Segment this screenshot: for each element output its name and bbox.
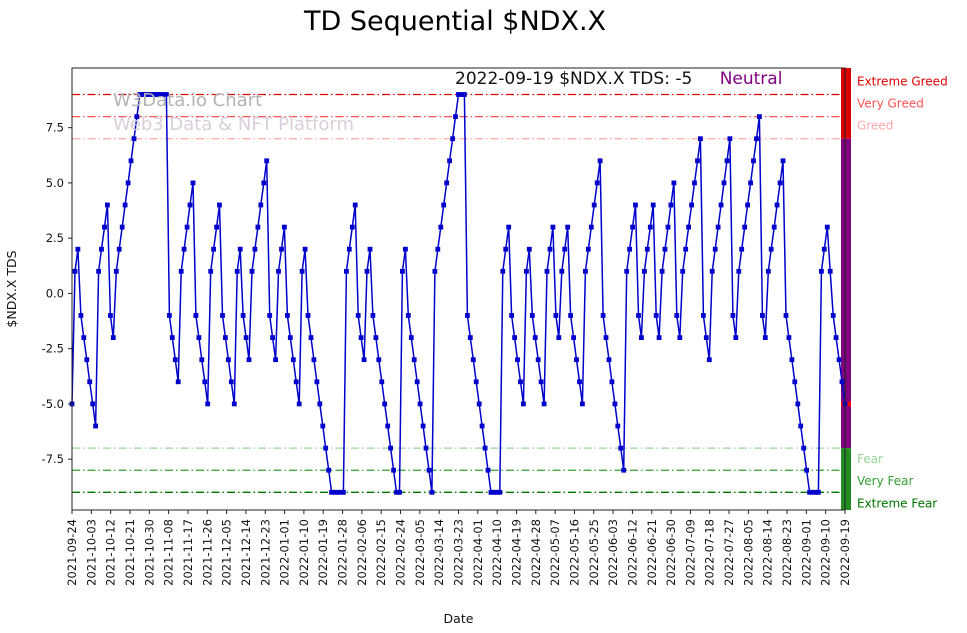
x-tick-label: 2022-07-27 <box>722 519 736 586</box>
x-tick-label: 2021-09-24 <box>65 519 79 586</box>
y-tick-label: -7.5 <box>42 452 64 466</box>
x-tick-label: 2022-06-30 <box>664 519 678 586</box>
sentiment-colorbar <box>841 68 851 510</box>
reference-line-label: Fear <box>857 452 883 466</box>
x-tick-label: 2022-04-10 <box>490 519 504 586</box>
x-tick-label: 2021-12-05 <box>220 519 234 586</box>
y-tick-label: 0.0 <box>46 286 64 300</box>
y-tick-label: -2.5 <box>42 342 64 356</box>
y-axis: -7.5 -5.0 -2.5 0.0 2.5 5.0 7.5 $NDX.X TDS <box>4 121 72 466</box>
x-tick-label: 2022-09-01 <box>799 519 813 586</box>
x-tick-label: 2021-10-21 <box>123 519 137 586</box>
y-tick-label: 2.5 <box>46 231 64 245</box>
x-tick-label: 2022-08-14 <box>761 519 775 586</box>
reference-line-label: Greed <box>857 119 893 133</box>
x-tick-label: 2022-07-09 <box>683 519 697 586</box>
reference-line-label: Extreme Greed <box>857 75 948 89</box>
reference-line-label: Extreme Fear <box>857 496 937 510</box>
chart-title: TD Sequential $NDX.X <box>303 6 607 37</box>
x-tick-label: 2021-10-12 <box>104 519 118 586</box>
x-tick-label: 2022-09-10 <box>819 519 833 586</box>
y-tick-label: 7.5 <box>46 121 64 135</box>
x-tick-label: 2021-12-14 <box>239 519 253 586</box>
x-tick-label: 2022-05-16 <box>567 519 581 586</box>
x-tick-label: 2022-05-25 <box>587 519 601 586</box>
x-tick-label: 2021-12-23 <box>258 519 272 586</box>
x-tick-label: 2022-04-19 <box>509 519 523 586</box>
x-tick-label: 2022-01-28 <box>336 519 350 586</box>
x-tick-label: 2022-06-03 <box>606 519 620 586</box>
x-tick-label: 2022-03-23 <box>452 519 466 586</box>
tds-series <box>69 92 848 495</box>
annotation-text: 2022-09-19 $NDX.X TDS: -5 <box>455 69 693 89</box>
x-tick-label: 2022-02-15 <box>374 519 388 586</box>
reference-lines: Extreme Greed Very Greed Greed Fear Very Fea… <box>72 75 948 510</box>
x-axis: 2021-09-24 2021-10-03 2021-10-12 2021-10-21… <box>65 510 852 626</box>
y-tick-label: 5.0 <box>46 176 64 190</box>
x-tick-label: 2022-03-14 <box>432 519 446 586</box>
sentiment-status: Neutral <box>719 69 783 89</box>
x-tick-label: 2022-04-28 <box>529 519 543 586</box>
x-tick-label: 2022-06-12 <box>625 519 639 586</box>
watermark-line2: Web3 Data & NFT Platform <box>113 114 355 135</box>
x-tick-label: 2022-04-01 <box>471 519 485 586</box>
x-tick-label: 2021-11-17 <box>181 519 195 586</box>
x-tick-label: 2022-02-06 <box>355 519 369 586</box>
x-tick-label: 2021-11-26 <box>200 519 214 586</box>
x-axis-label: Date <box>444 611 474 626</box>
x-tick-label: 2022-01-19 <box>316 519 330 586</box>
x-tick-label: 2022-01-01 <box>278 519 292 586</box>
y-tick-label: -5.0 <box>42 397 64 411</box>
x-tick-label: 2022-07-18 <box>703 519 717 586</box>
x-tick-label: 2022-05-07 <box>548 519 562 586</box>
x-tick-label: 2021-11-08 <box>162 519 176 586</box>
x-tick-label: 2022-09-19 <box>838 519 852 586</box>
x-tick-label: 2022-08-23 <box>780 519 794 586</box>
reference-line-label: Very Greed <box>857 97 924 111</box>
x-tick-label: 2022-08-05 <box>741 519 755 586</box>
watermark-line1: W3Data.io Chart <box>113 90 263 111</box>
x-tick-label: 2021-10-30 <box>142 519 156 586</box>
chart-annotation: 2022-09-19 $NDX.X TDS: -5 Neutral <box>455 69 782 89</box>
x-tick-label: 2021-10-03 <box>84 519 98 586</box>
x-tick-label: 2022-02-24 <box>394 519 408 586</box>
x-tick-label: 2022-06-21 <box>645 519 659 586</box>
reference-line-label: Very Fear <box>857 474 913 488</box>
x-tick-label: 2022-03-05 <box>413 519 427 586</box>
series-line <box>71 93 846 494</box>
y-axis-label: $NDX.X TDS <box>4 250 19 327</box>
x-tick-label: 2022-01-10 <box>297 519 311 586</box>
